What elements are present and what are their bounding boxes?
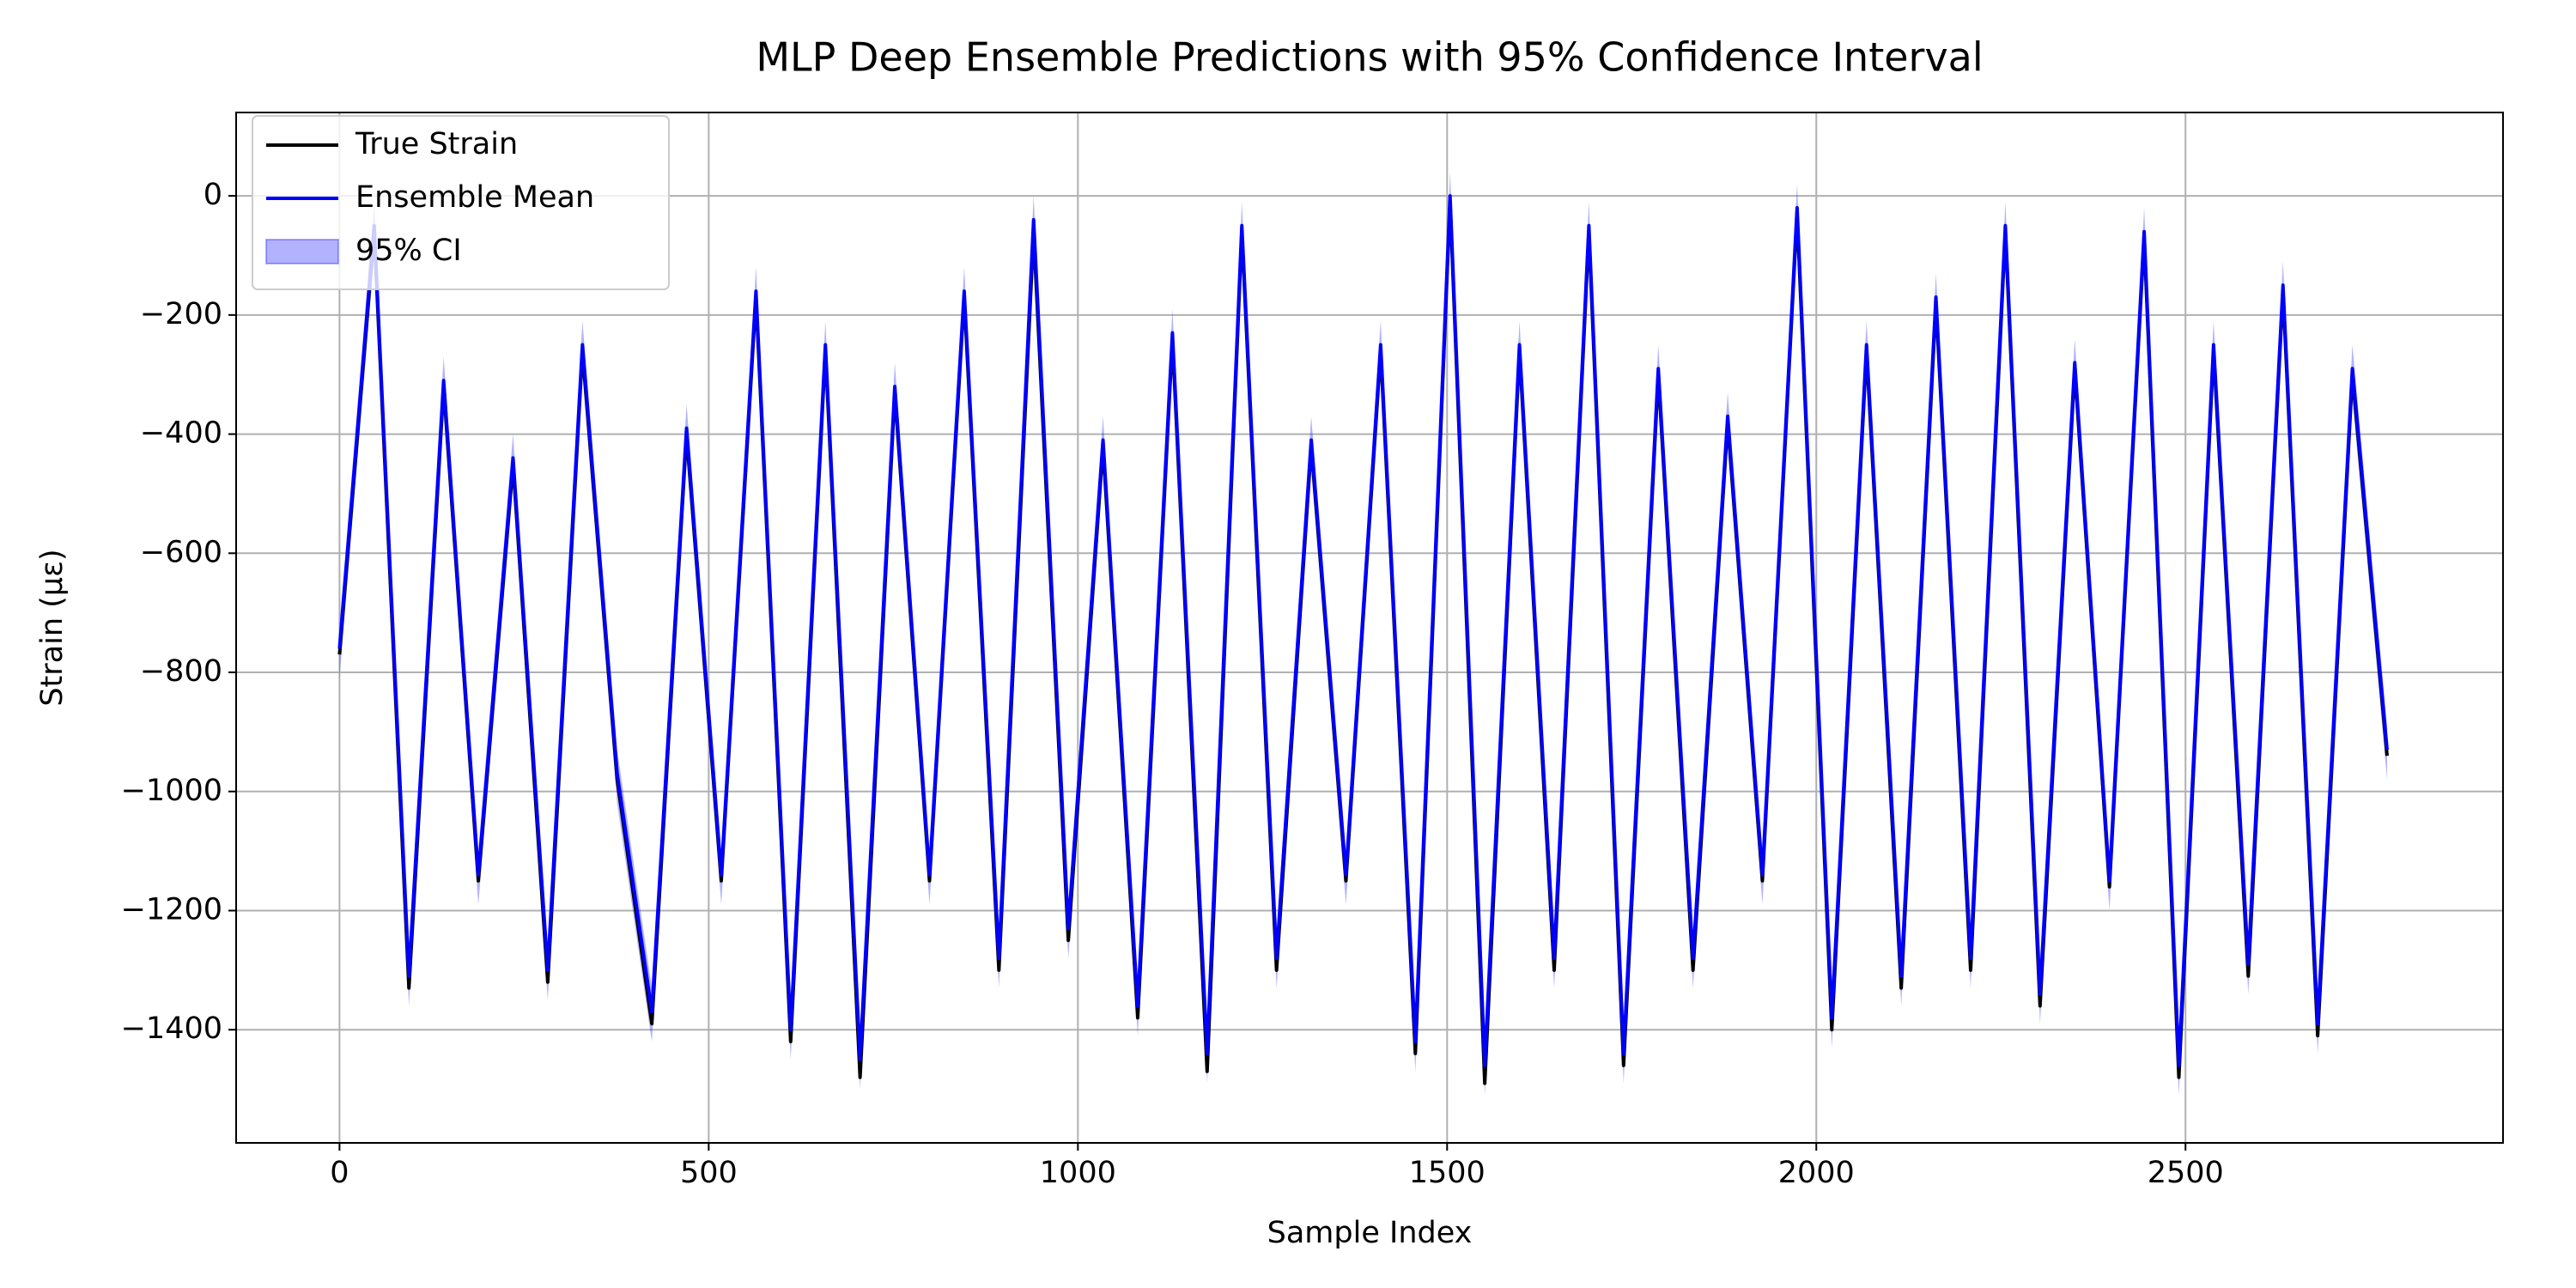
legend-swatch — [265, 239, 339, 264]
x-tick-label: 2000 — [1778, 1156, 1855, 1190]
x-tick-label: 0 — [330, 1156, 349, 1190]
y-axis-label: Strain (με) — [35, 549, 70, 706]
x-tick-label: 500 — [680, 1156, 738, 1190]
x-tick-label: 1000 — [1040, 1156, 1116, 1190]
y-tick-label: −1400 — [121, 1012, 222, 1046]
plot-frame — [235, 112, 2504, 1144]
line — [337, 194, 2389, 1067]
y-tick-label: −600 — [140, 535, 222, 569]
legend-label: Ensemble Mean — [355, 180, 594, 215]
legend-label: True Strain — [355, 127, 518, 161]
x-axis-label: Sample Index — [1267, 1216, 1473, 1250]
x-tick-label: 1500 — [1409, 1156, 1485, 1190]
y-tick-label: −400 — [140, 416, 222, 451]
legend-box — [252, 115, 670, 290]
chart-title: MLP Deep Ensemble Predictions with 95% C… — [756, 34, 1983, 81]
y-tick-label: 0 — [204, 178, 222, 212]
x-tick-label: 2500 — [2148, 1156, 2224, 1190]
y-tick-label: −200 — [140, 297, 222, 331]
y-tick-label: −1000 — [121, 774, 222, 808]
legend-label: 95% CI — [355, 234, 462, 268]
y-tick-label: −1200 — [121, 892, 222, 927]
y-tick-label: −800 — [140, 654, 222, 689]
